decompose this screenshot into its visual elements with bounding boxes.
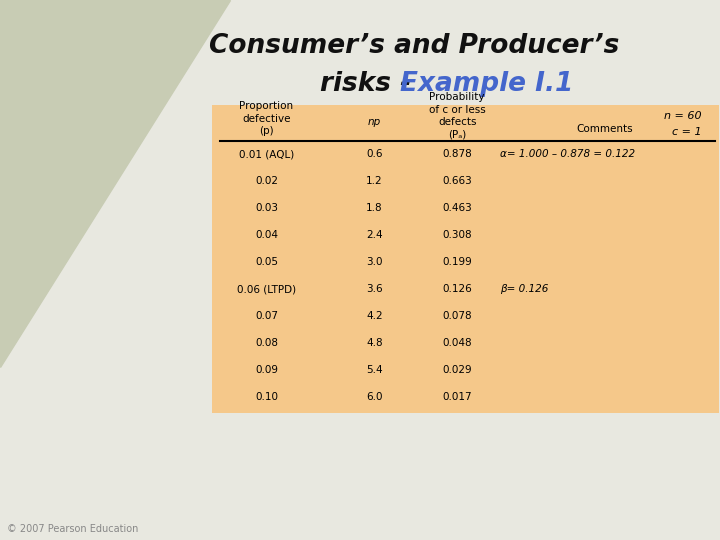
Text: 5.4: 5.4 — [366, 366, 383, 375]
Text: 2.4: 2.4 — [366, 231, 383, 240]
Text: 0.6: 0.6 — [366, 150, 382, 159]
Text: α= 1.000 – 0.878 = 0.122: α= 1.000 – 0.878 = 0.122 — [500, 150, 636, 159]
Polygon shape — [0, 0, 230, 367]
Text: 0.10: 0.10 — [255, 393, 278, 402]
Text: 0.048: 0.048 — [442, 339, 472, 348]
Point — [222, 460, 233, 468]
Text: 6.0: 6.0 — [366, 393, 382, 402]
Text: 0.663: 0.663 — [442, 177, 472, 186]
Text: risks -: risks - — [320, 71, 420, 97]
Text: 0.463: 0.463 — [442, 204, 472, 213]
Point — [75, 215, 86, 224]
Point — [201, 450, 212, 459]
Text: 0.878: 0.878 — [442, 150, 472, 159]
Point — [96, 278, 107, 287]
Text: c = 1: c = 1 — [672, 127, 702, 137]
Text: 0.08: 0.08 — [255, 339, 278, 348]
X-axis label: Proportion defective (hundredths): Proportion defective (hundredths) — [59, 516, 287, 529]
Text: 1.2: 1.2 — [366, 177, 383, 186]
Text: 0.017: 0.017 — [442, 393, 472, 402]
Text: 0.126: 0.126 — [442, 285, 472, 294]
Text: 0.078: 0.078 — [442, 312, 472, 321]
Text: np: np — [368, 117, 381, 127]
Text: 0.07: 0.07 — [255, 312, 278, 321]
Text: 0.09: 0.09 — [255, 366, 278, 375]
Text: 0.05: 0.05 — [255, 258, 278, 267]
Text: 0.029: 0.029 — [442, 366, 472, 375]
Text: 0.01 (AQL): 0.01 (AQL) — [239, 150, 294, 159]
Text: 4.2: 4.2 — [366, 312, 383, 321]
Text: n = 60: n = 60 — [665, 111, 702, 121]
Text: 3.0: 3.0 — [366, 258, 382, 267]
Text: Example I.1: Example I.1 — [400, 71, 573, 97]
Text: 0.03: 0.03 — [255, 204, 278, 213]
Text: 0.199: 0.199 — [442, 258, 472, 267]
Point — [243, 465, 255, 474]
Text: © 2007 Pearson Education: © 2007 Pearson Education — [7, 523, 138, 534]
Point — [117, 337, 129, 346]
Text: Probability
of c or less
defects
(Pₐ): Probability of c or less defects (Pₐ) — [429, 92, 485, 140]
Text: 1.8: 1.8 — [366, 204, 383, 213]
Text: Comments: Comments — [577, 124, 633, 133]
Text: Proportion
defective
(p): Proportion defective (p) — [239, 102, 294, 136]
Text: 0.02: 0.02 — [255, 177, 278, 186]
Y-axis label: Probability of acceptance: Probability of acceptance — [14, 233, 27, 402]
Text: 4.8: 4.8 — [366, 339, 383, 348]
FancyBboxPatch shape — [212, 105, 719, 413]
Text: 0.04: 0.04 — [255, 231, 278, 240]
Text: 0.308: 0.308 — [442, 231, 472, 240]
Text: Consumer’s and Producer’s: Consumer’s and Producer’s — [209, 33, 619, 59]
Text: β= 0.126: β= 0.126 — [500, 285, 549, 294]
Text: 0.06 (LTPD): 0.06 (LTPD) — [237, 285, 296, 294]
Point — [264, 469, 276, 477]
Text: 3.6: 3.6 — [366, 285, 383, 294]
